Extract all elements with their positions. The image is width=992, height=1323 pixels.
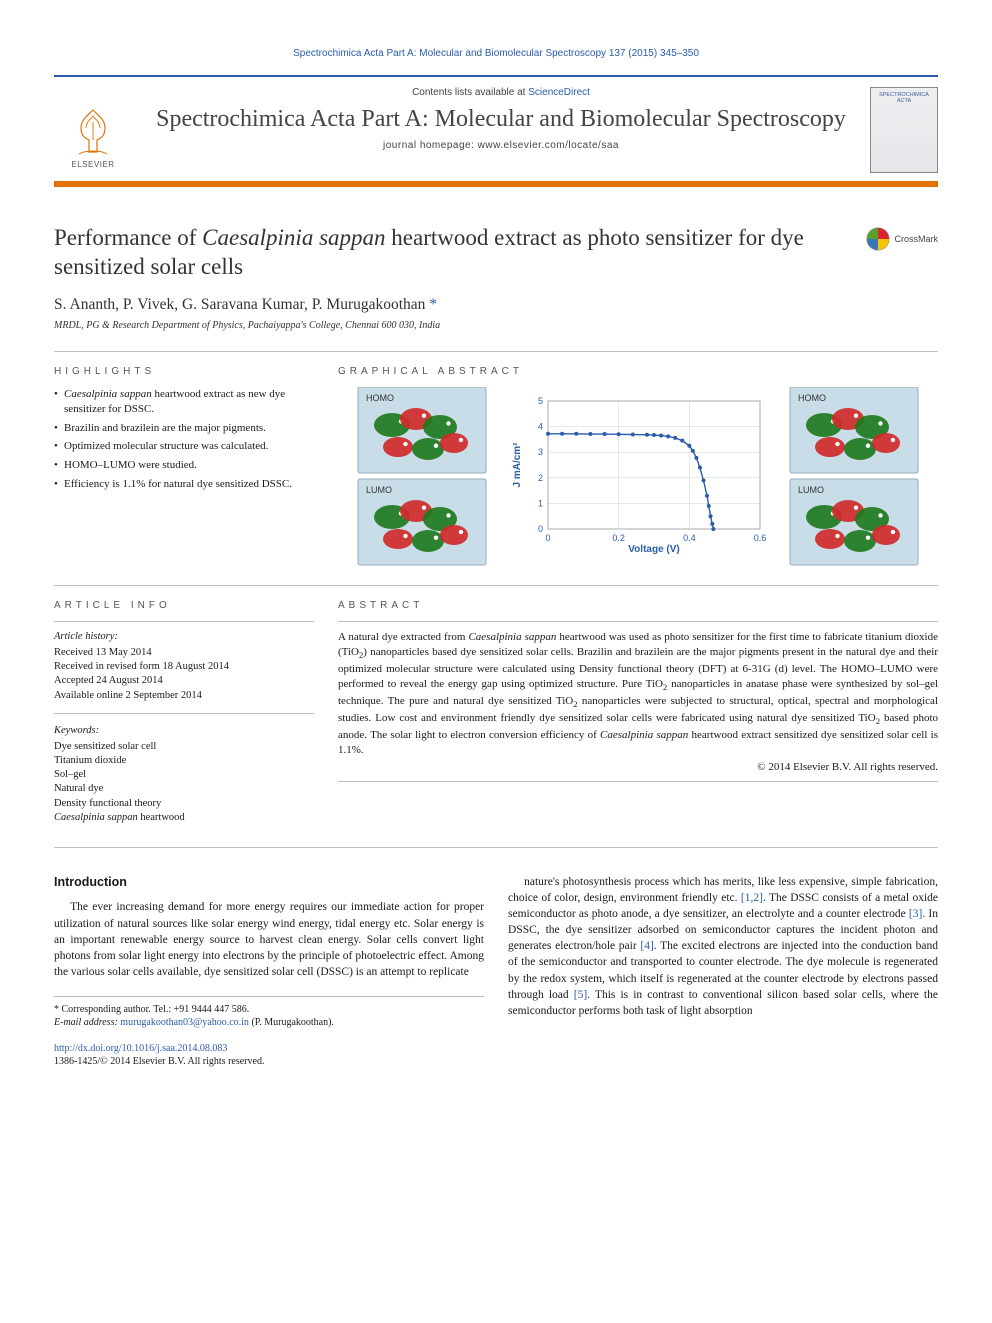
journal-homepage: journal homepage: www.elsevier.com/locat…	[144, 140, 858, 151]
publisher-name: ELSEVIER	[71, 160, 114, 169]
divider	[338, 781, 938, 782]
body-column-right: nature's photosynthesis process which ha…	[508, 874, 938, 1030]
graphical-abstract-figure: HOMO HOMO LUMO LUMO 0 1 2 3 4 5 0 0.2 0.4 0.6 Voltage …	[338, 387, 938, 571]
doi-link[interactable]: http://dx.doi.org/10.1016/j.saa.2014.08.…	[54, 1043, 227, 1054]
crossmark-label: CrossMark	[894, 234, 938, 244]
abstract-label: ABSTRACT	[338, 600, 938, 611]
contents-available-line: Contents lists available at ScienceDirec…	[144, 87, 858, 98]
running-head: Spectrochimica Acta Part A: Molecular an…	[54, 48, 938, 59]
crossmark-badge[interactable]: CrossMark	[866, 227, 938, 251]
keyword-item: Titanium dioxide	[54, 754, 314, 768]
highlights-label: HIGHLIGHTS	[54, 366, 314, 377]
article-info: Article history: Received 13 May 2014 Re…	[54, 630, 314, 825]
svg-text:Voltage (V): Voltage (V)	[628, 544, 679, 555]
divider	[54, 713, 314, 714]
affiliation: MRDL, PG & Research Department of Physic…	[54, 320, 938, 331]
journal-cover-thumbnail: SPECTROCHIMICA ACTA	[870, 87, 938, 173]
keywords-heading: Keywords:	[54, 724, 314, 738]
abstract-copyright: © 2014 Elsevier B.V. All rights reserved…	[338, 761, 938, 773]
keyword-item: Dye sensitized solar cell	[54, 740, 314, 754]
article-title: Performance of Caesalpinia sappan heartw…	[54, 223, 854, 282]
history-heading: Article history:	[54, 630, 314, 644]
svg-text:LUMO: LUMO	[366, 485, 392, 495]
svg-text:LUMO: LUMO	[798, 485, 824, 495]
svg-text:4: 4	[538, 421, 543, 431]
svg-text:0.4: 0.4	[683, 533, 696, 543]
svg-text:3: 3	[538, 447, 543, 457]
graphical-abstract-label: GRAPHICAL ABSTRACT	[338, 366, 938, 377]
svg-text:0.6: 0.6	[754, 533, 767, 543]
highlight-item: Caesalpinia sappan heartwood extract as …	[54, 387, 314, 417]
divider	[338, 621, 938, 622]
highlights-list: Caesalpinia sappan heartwood extract as …	[54, 387, 314, 492]
abstract-text: A natural dye extracted from Caesalpinia…	[338, 630, 938, 759]
highlight-item: HOMO–LUMO were studied.	[54, 458, 314, 473]
history-accepted: Accepted 24 August 2014	[54, 674, 314, 688]
svg-text:J mA/cm²: J mA/cm²	[512, 442, 523, 488]
corresponding-author-footnote: * Corresponding author. Tel.: +91 9444 4…	[54, 996, 484, 1030]
svg-text:5: 5	[538, 396, 543, 406]
keyword-item: Caesalpinia sappan heartwood	[54, 811, 314, 825]
svg-text:HOMO: HOMO	[366, 393, 394, 403]
history-received: Received 13 May 2014	[54, 646, 314, 660]
svg-text:0: 0	[545, 533, 550, 543]
svg-text:1: 1	[538, 498, 543, 508]
contents-prefix: Contents lists available at	[412, 87, 528, 98]
body-column-left: Introduction The ever increasing demand …	[54, 874, 484, 1030]
intro-paragraph-2: nature's photosynthesis process which ha…	[508, 874, 938, 1019]
publisher-logo: ELSEVIER	[54, 87, 132, 173]
page-footer: http://dx.doi.org/10.1016/j.saa.2014.08.…	[54, 1042, 938, 1069]
keyword-item: Density functional theory	[54, 797, 314, 811]
intro-paragraph-1: The ever increasing demand for more ener…	[54, 899, 484, 979]
issn-copyright: 1386-1425/© 2014 Elsevier B.V. All right…	[54, 1056, 264, 1067]
crossmark-icon	[866, 227, 890, 251]
email-tail: (P. Murugakoothan).	[251, 1017, 334, 1028]
svg-text:0.2: 0.2	[612, 533, 625, 543]
sciencedirect-link[interactable]: ScienceDirect	[528, 87, 590, 98]
history-online: Available online 2 September 2014	[54, 689, 314, 703]
journal-name: Spectrochimica Acta Part A: Molecular an…	[144, 104, 858, 134]
cover-title: SPECTROCHIMICA ACTA	[875, 92, 933, 104]
introduction-heading: Introduction	[54, 874, 484, 892]
keyword-item: Sol–gel	[54, 768, 314, 782]
history-revised: Received in revised form 18 August 2014	[54, 660, 314, 674]
svg-text:HOMO: HOMO	[798, 393, 826, 403]
highlight-item: Optimized molecular structure was calcul…	[54, 439, 314, 454]
article-info-label: ARTICLE INFO	[54, 600, 314, 611]
highlight-item: Brazilin and brazilein are the major pig…	[54, 421, 314, 436]
elsevier-tree-icon	[71, 106, 115, 158]
svg-text:0: 0	[538, 524, 543, 534]
divider	[54, 847, 938, 848]
corr-email-link[interactable]: murugakoothan03@yahoo.co.in	[120, 1017, 249, 1028]
svg-text:2: 2	[538, 473, 543, 483]
corr-author-line: * Corresponding author. Tel.: +91 9444 4…	[54, 1003, 484, 1017]
highlight-item: Efficiency is 1.1% for natural dye sensi…	[54, 477, 314, 492]
journal-masthead: ELSEVIER Contents lists available at Sci…	[54, 75, 938, 187]
keyword-item: Natural dye	[54, 782, 314, 796]
author-list: S. Ananth, P. Vivek, G. Saravana Kumar, …	[54, 296, 938, 314]
email-label: E-mail address:	[54, 1017, 118, 1028]
divider	[54, 621, 314, 622]
